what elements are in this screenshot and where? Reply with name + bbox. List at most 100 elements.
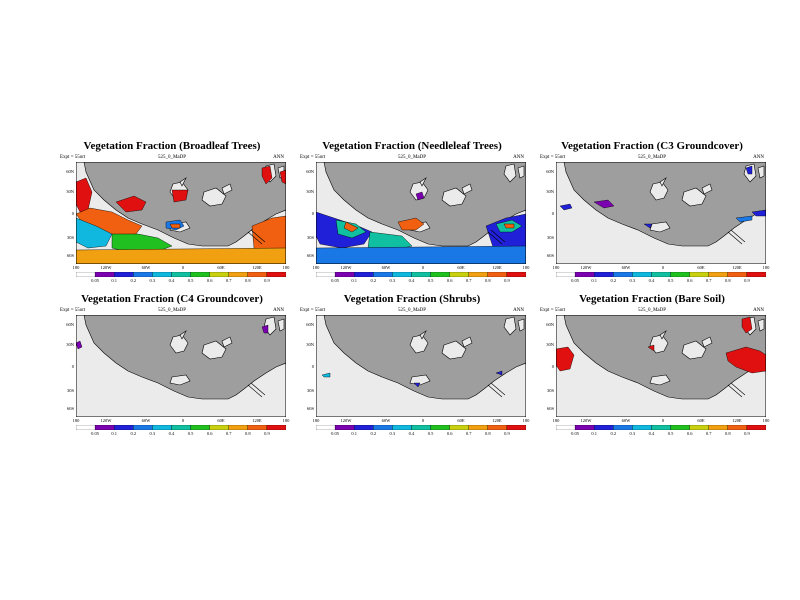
colorbar-tick-label: 0.2 <box>610 431 617 436</box>
colorbar-tick-label: 0.8 <box>485 278 491 283</box>
colorbar-tick-label: 0.2 <box>130 278 137 283</box>
lat-tick-label: 0 <box>71 211 74 216</box>
lon-tick-label: 0 <box>661 418 665 423</box>
panel-title: Vegetation Fraction (Broadleaf Trees) <box>83 140 261 152</box>
lat-tick-label: 60N <box>306 169 314 174</box>
vegetation-fraction-patch <box>495 370 503 376</box>
colorbar-tick-label: 0.7 <box>705 278 712 283</box>
panel-title: Vegetation Fraction (Bare Soil) <box>579 293 725 305</box>
land-area <box>316 315 526 417</box>
lon-tick-label: 60W <box>141 418 151 423</box>
map-plot <box>316 315 526 417</box>
vegetation-fraction-patch <box>503 223 515 229</box>
colorbar-tick-label: 0.1 <box>351 431 357 436</box>
lon-tick-label: 60E <box>457 265 465 270</box>
colorbar-ticks: 0.05 0.1 0.2 0.3 0.4 0.5 0.6 0.7 0.8 0.9 <box>316 430 526 438</box>
lon-tick-label: 180 <box>282 265 290 270</box>
lat-tick-label: 0 <box>551 211 554 216</box>
lat-tick-label: 60S <box>306 406 314 411</box>
land-area <box>517 165 525 179</box>
colorbar-tick-label: 0.8 <box>725 431 731 436</box>
colorbar-tick-label: 0.5 <box>667 431 674 436</box>
lon-tick-label: 120E <box>252 418 262 423</box>
colorbar-tick-label: 0.05 <box>331 278 340 283</box>
land-area <box>649 221 671 233</box>
lat-tick-label: 30S <box>66 235 74 240</box>
colorbar-tick-label: 0.9 <box>744 278 750 283</box>
lon-tick-label: 60W <box>141 265 151 270</box>
vegetation-fraction-patch <box>741 316 753 334</box>
vegetation-fraction-patch <box>251 215 286 255</box>
colorbar-tick-label: 0.5 <box>427 431 434 436</box>
season-label: ANN <box>273 308 284 313</box>
vegetation-fraction-patch <box>76 217 113 249</box>
lon-tick-label: 120W <box>100 265 112 270</box>
vegetation-fraction-patch <box>321 372 331 378</box>
lat-tick-label: 60S <box>546 253 554 258</box>
land-area <box>757 318 765 332</box>
colorbar-tick-label: 0.9 <box>264 431 270 436</box>
lat-tick-label: 30S <box>306 235 314 240</box>
colorbar-tick-label: 0.05 <box>91 278 100 283</box>
lon-axis: 180 120W 60W 0 60E 120E 180 <box>312 417 530 425</box>
lon-tick-label: 0 <box>421 418 425 423</box>
experiment-label: Expt = 55ort <box>60 155 86 160</box>
map-panel: Vegetation Fraction (C3 Groundcover) Expt… <box>538 140 769 330</box>
hatch-mark <box>727 382 746 398</box>
lat-tick-label: 30N <box>306 189 314 194</box>
lat-tick-label: 30N <box>306 342 314 347</box>
land-area <box>503 316 517 336</box>
panel-title: Vegetation Fraction (Needleleaf Trees) <box>322 140 502 152</box>
vegetation-fraction-patch <box>647 344 655 352</box>
experiment-label: Expt = 55ort <box>300 308 326 313</box>
lon-tick-label: 180 <box>312 418 320 423</box>
lat-tick-label: 60N <box>66 169 74 174</box>
case-label: 525_0_MaDP <box>637 155 667 160</box>
colorbar-tick-label: 0.05 <box>571 431 580 436</box>
lat-tick-label: 60S <box>66 253 74 258</box>
lon-tick-label: 180 <box>72 418 80 423</box>
hatch-mark <box>247 382 266 398</box>
colorbar-tick-label: 0.8 <box>245 431 251 436</box>
case-label: 525_0_MaDP <box>637 308 667 313</box>
land-area <box>316 162 526 264</box>
colorbar-tick-label: 0.1 <box>591 431 597 436</box>
lon-tick-label: 180 <box>522 265 530 270</box>
colorbar-tick-label: 0.9 <box>264 278 270 283</box>
land-area <box>221 183 233 195</box>
colorbar-tick-label: 0.8 <box>725 278 731 283</box>
vegetation-fraction-patch <box>413 382 421 388</box>
colorbar-tick-label: 0.4 <box>408 431 415 436</box>
vegetation-fraction-patch <box>745 165 753 175</box>
colorbar-tick-label: 0.7 <box>465 431 472 436</box>
lat-tick-label: 0 <box>311 211 314 216</box>
lon-tick-label: 120W <box>580 265 592 270</box>
land-area <box>649 374 671 386</box>
map-panel: Vegetation Fraction (Shrubs) Expt = 55ort… <box>298 293 530 483</box>
colorbar-tick-label: 0.1 <box>111 278 117 283</box>
season-label: ANN <box>753 308 764 313</box>
vegetation-fraction-patch <box>261 324 269 334</box>
colorbar-tick-label: 0.4 <box>648 431 655 436</box>
land-area <box>201 340 227 360</box>
lon-tick-label: 120W <box>580 418 592 423</box>
lon-tick-label: 180 <box>762 418 770 423</box>
colorbar-tick-label: 0.05 <box>571 278 580 283</box>
land-area <box>76 315 286 417</box>
season-label: ANN <box>513 155 524 160</box>
colorbar-tick-label: 0.6 <box>446 431 453 436</box>
lon-tick-label: 180 <box>312 265 320 270</box>
lon-tick-label: 60E <box>457 418 465 423</box>
land-area <box>461 336 473 348</box>
lon-tick-label: 60E <box>697 418 705 423</box>
colorbar <box>316 425 526 430</box>
colorbar-tick-label: 0.9 <box>744 431 750 436</box>
lon-tick-label: 60E <box>217 418 225 423</box>
lon-tick-label: 60W <box>381 265 391 270</box>
map-plot <box>76 315 286 417</box>
lat-tick-label: 0 <box>311 364 314 369</box>
vegetation-fraction-patch <box>343 221 359 233</box>
lat-tick-label: 60S <box>306 253 314 258</box>
vegetation-fraction-patch <box>593 199 615 209</box>
